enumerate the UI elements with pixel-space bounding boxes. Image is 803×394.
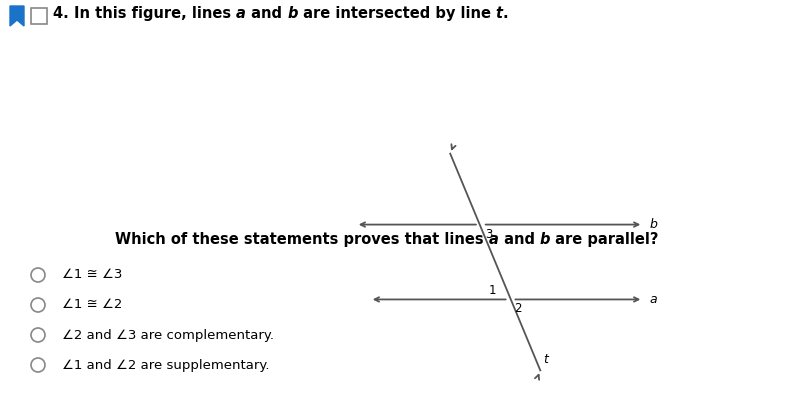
Text: and: and: [246, 6, 287, 21]
Text: ∠1 ≅ ∠3: ∠1 ≅ ∠3: [62, 268, 122, 281]
Text: 1: 1: [488, 284, 496, 297]
Polygon shape: [10, 6, 24, 26]
Text: In this figure, lines: In this figure, lines: [74, 6, 236, 21]
Text: and: and: [498, 232, 539, 247]
Bar: [31, 8, 47, 24]
Text: b: b: [648, 218, 656, 231]
Text: 4.: 4.: [53, 6, 74, 21]
Text: b: b: [287, 6, 297, 21]
Text: ∠2 and ∠3 are complementary.: ∠2 and ∠3 are complementary.: [62, 329, 274, 342]
Text: 3: 3: [484, 228, 491, 241]
Text: ∠1 ≅ ∠2: ∠1 ≅ ∠2: [62, 299, 122, 312]
Text: are parallel?: are parallel?: [549, 232, 658, 247]
Text: b: b: [539, 232, 549, 247]
Text: 2: 2: [514, 303, 521, 316]
Text: a: a: [488, 232, 498, 247]
Text: a: a: [648, 293, 656, 306]
Text: Which of these statements proves that lines: Which of these statements proves that li…: [115, 232, 488, 247]
Text: .: .: [502, 6, 507, 21]
Text: t: t: [495, 6, 502, 21]
Text: t: t: [543, 353, 548, 366]
Text: are intersected by line: are intersected by line: [297, 6, 495, 21]
Text: a: a: [236, 6, 246, 21]
Text: ∠1 and ∠2 are supplementary.: ∠1 and ∠2 are supplementary.: [62, 359, 269, 372]
